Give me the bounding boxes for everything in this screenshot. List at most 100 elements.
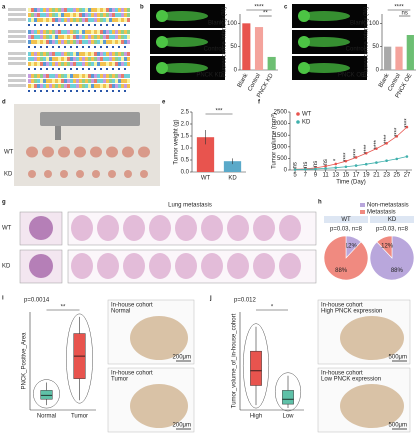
residue [76, 18, 79, 22]
residue [46, 52, 49, 56]
residue [37, 62, 40, 66]
residue [61, 52, 64, 56]
residue [112, 79, 115, 83]
residue [31, 62, 34, 66]
residue [64, 74, 67, 78]
image-label: Control [204, 47, 223, 53]
tumor [58, 146, 70, 158]
residue [34, 40, 37, 44]
residue [73, 40, 76, 44]
residue [61, 79, 64, 83]
residue [79, 35, 82, 39]
residue [121, 57, 124, 61]
lung-nodule [29, 254, 53, 278]
residue [46, 74, 49, 78]
residue [106, 18, 109, 22]
y-tick-label: 50 [230, 44, 237, 50]
residue [100, 13, 103, 17]
conservation [70, 68, 72, 70]
caliper [40, 112, 140, 126]
residue [76, 35, 79, 39]
residue [106, 52, 109, 56]
data-point [354, 156, 358, 159]
residue [43, 79, 46, 83]
residue [124, 30, 127, 34]
residue [106, 57, 109, 61]
x-tick-label: 17 [353, 173, 360, 179]
pie-subtitle: p=0.03, n=8 [330, 227, 363, 233]
conservation [112, 24, 114, 26]
residue [94, 13, 97, 17]
residue [55, 18, 58, 22]
residue [103, 74, 106, 78]
residue [91, 52, 94, 56]
data-point [405, 125, 409, 129]
conservation [46, 90, 48, 92]
conservation [46, 68, 48, 70]
residue [127, 13, 130, 17]
x-tick-label: 25 [393, 173, 400, 179]
y-tick-label: 50 [372, 44, 379, 50]
data-point [395, 157, 399, 161]
residue [109, 84, 112, 88]
residue [73, 84, 76, 88]
residue [91, 40, 94, 44]
conservation [94, 46, 96, 48]
y-tick-label: 1.0 [181, 146, 190, 152]
panel-letter: h [318, 200, 322, 206]
conservation [82, 68, 84, 70]
conservation [106, 46, 108, 48]
residue [88, 52, 91, 56]
alignment-label [8, 79, 26, 82]
lung-section [227, 215, 249, 241]
residue [55, 13, 58, 17]
residue [127, 35, 130, 39]
y-axis-label: Tumor_volume_of_in-house_cohort [232, 313, 238, 408]
image-caption: Low PNCK expression [321, 377, 381, 383]
residue [112, 35, 115, 39]
residue [103, 13, 106, 17]
pie-value-label: 12% [381, 243, 394, 249]
legend-label: Non-metastasis [367, 203, 409, 209]
residue [121, 40, 124, 44]
image-label: PNCK OE [338, 73, 365, 79]
residue [70, 30, 73, 34]
residue [40, 79, 43, 83]
residue [67, 62, 70, 66]
conservation [124, 68, 126, 70]
residue [118, 30, 121, 34]
residue [67, 52, 70, 56]
residue [109, 62, 112, 66]
conservation [124, 90, 126, 92]
residue [112, 40, 115, 44]
conservation [70, 24, 72, 26]
fish-head [298, 62, 310, 74]
residue [73, 62, 76, 66]
residue [55, 52, 58, 56]
x-tick-label: 21 [373, 173, 380, 179]
residue [88, 62, 91, 66]
residue [73, 79, 76, 83]
residue [58, 52, 61, 56]
residue [49, 84, 52, 88]
conservation [40, 24, 42, 26]
box [40, 390, 53, 400]
residue [100, 62, 103, 66]
pie-title: KD [388, 217, 397, 223]
residue [115, 40, 118, 44]
residue [55, 40, 58, 44]
residue [109, 57, 112, 61]
residue [64, 52, 67, 56]
conservation [106, 68, 108, 70]
residue [88, 35, 91, 39]
lung-section [279, 215, 301, 241]
residue [94, 84, 97, 88]
residue [94, 35, 97, 39]
scale-bar-label: 500μm [389, 423, 407, 429]
pie-slice [323, 235, 369, 281]
residue [106, 84, 109, 88]
residue [118, 57, 121, 61]
residue [52, 84, 55, 88]
residue [97, 57, 100, 61]
data-point [334, 162, 338, 166]
